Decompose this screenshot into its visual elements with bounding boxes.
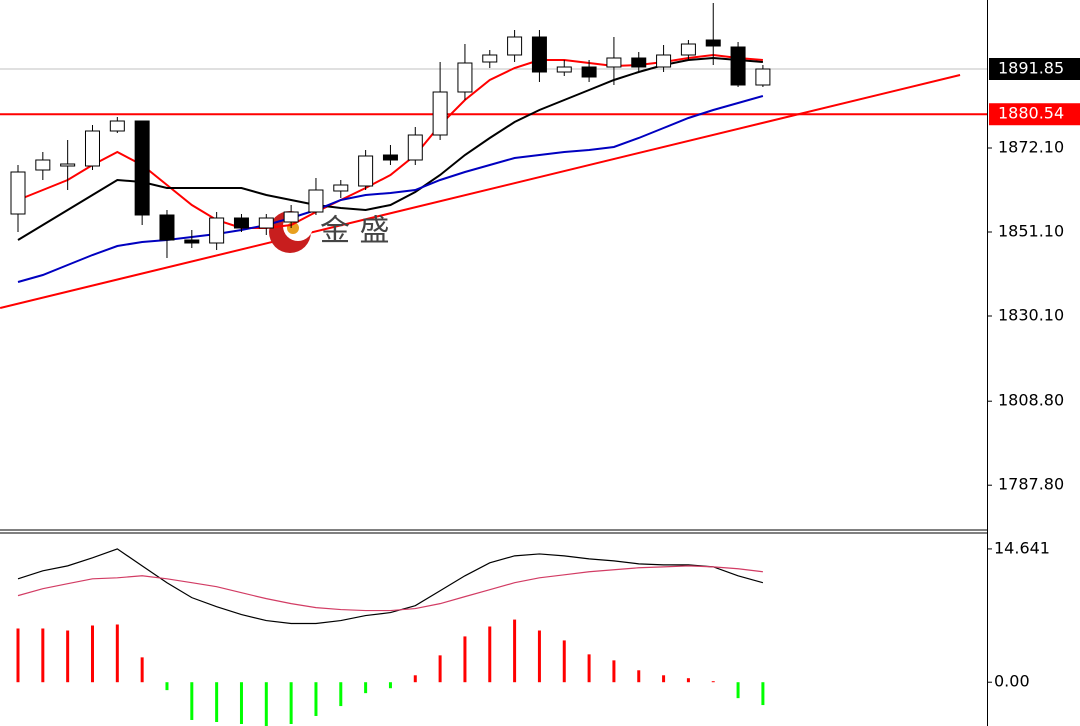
candle-body xyxy=(581,66,597,78)
macd-panel xyxy=(16,548,765,726)
candle-body xyxy=(656,54,672,68)
y-tick-label: 1872.10 xyxy=(998,138,1064,157)
histogram-bar xyxy=(736,682,740,699)
candle-body xyxy=(507,36,523,56)
histogram-bar xyxy=(463,636,467,683)
y-tick-label: 0.00 xyxy=(994,672,1030,691)
histogram-bar xyxy=(637,670,641,683)
histogram-bar xyxy=(165,682,169,691)
y-tick-label: 1808.80 xyxy=(998,391,1064,410)
histogram-bar xyxy=(41,628,45,683)
histogram-bar xyxy=(215,682,219,722)
watermark: 金 盛 xyxy=(320,214,390,249)
histogram-bar xyxy=(90,625,94,683)
histogram-bar xyxy=(289,682,293,724)
histogram-bar xyxy=(438,655,442,683)
candle-body xyxy=(134,120,150,216)
candle-body xyxy=(556,66,572,73)
histogram-bar xyxy=(16,628,20,683)
candle-body xyxy=(258,217,274,229)
candle-body xyxy=(457,62,473,93)
histogram-bar xyxy=(612,660,616,683)
candle-body xyxy=(432,91,448,136)
candle-body xyxy=(606,57,622,68)
candle-body xyxy=(159,214,175,241)
y-tick-label: 1787.80 xyxy=(998,475,1064,494)
price-axis: 1872.10 1851.10 1830.10 1808.80 1787.80 1891.… xyxy=(987,58,1080,691)
candle-body xyxy=(60,163,76,167)
y-tick-label: 14.641 xyxy=(994,538,1050,557)
candle-body xyxy=(308,189,324,213)
candle-body xyxy=(382,154,398,161)
candle-body xyxy=(35,159,51,171)
candle-body xyxy=(184,239,200,244)
histogram-bar xyxy=(190,682,194,720)
candle-body xyxy=(283,211,299,223)
histogram-bar xyxy=(413,675,417,683)
histogram-bar xyxy=(513,619,517,683)
candle-body xyxy=(10,171,26,215)
level-label: 1880.54 xyxy=(998,104,1064,123)
candle-body xyxy=(209,217,225,244)
histogram-bar xyxy=(66,630,70,683)
candle-body xyxy=(233,217,249,229)
histogram-bar xyxy=(388,682,392,689)
histogram-bar xyxy=(711,681,715,683)
histogram-bar xyxy=(140,657,144,683)
macd-line xyxy=(17,548,764,625)
current-price-box xyxy=(989,58,1080,80)
histogram-bar xyxy=(239,682,243,724)
histogram-bar xyxy=(537,630,541,683)
histogram-bar xyxy=(264,682,268,726)
histogram-bar xyxy=(562,640,566,683)
histogram-bar xyxy=(662,675,666,683)
candle-body xyxy=(358,155,374,187)
candle-body xyxy=(631,57,647,68)
candle-body xyxy=(680,43,696,56)
histogram-bar xyxy=(488,626,492,683)
candle-body xyxy=(482,54,498,63)
candle-body xyxy=(333,184,349,192)
signal-line xyxy=(17,565,763,612)
histogram-bar xyxy=(761,682,765,706)
y-tick-label: 1851.10 xyxy=(998,222,1064,241)
candle-body xyxy=(755,68,771,86)
current-price-label: 1891.85 xyxy=(998,59,1064,78)
price-panel: 金 盛 xyxy=(0,3,987,309)
candle-body xyxy=(531,36,547,73)
y-tick-label: 1830.10 xyxy=(998,306,1064,325)
histogram-bar xyxy=(686,678,690,683)
candle-body xyxy=(109,120,125,132)
histogram-bar xyxy=(115,624,119,683)
histogram-bar xyxy=(364,682,368,694)
moving-average xyxy=(17,95,764,283)
level-box xyxy=(989,103,1080,126)
candle-body xyxy=(705,39,721,47)
histogram-bar xyxy=(314,682,318,716)
histogram-bar xyxy=(587,654,591,683)
candle-body xyxy=(84,130,100,167)
candle-body xyxy=(407,134,423,161)
histogram-bar xyxy=(339,682,343,707)
candle-body xyxy=(730,46,746,86)
